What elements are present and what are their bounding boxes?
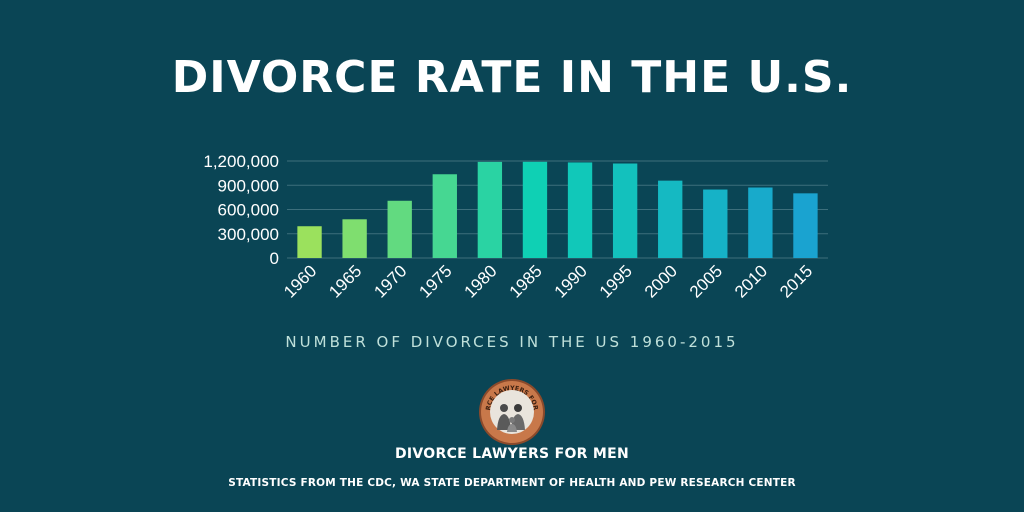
x-tick-label: 2010 [731,261,771,301]
x-tick-label: 2000 [641,261,681,301]
firm-seal-logo: DIVORCE LAWYERS FOR MEN [478,378,545,445]
y-tick-label: 900,000 [218,176,279,195]
bar-2005 [703,189,728,258]
bar-2000 [658,180,683,258]
x-tick-label: 1960 [280,261,320,301]
x-tick-label: 1975 [415,261,455,301]
x-tick-label: 1965 [325,261,365,301]
bar-2010 [748,187,773,258]
x-tick-label: 2015 [776,261,816,301]
x-tick-label: 1970 [370,261,410,301]
bar-2015 [793,193,818,258]
x-tick-label: 1995 [596,261,636,301]
bar-1995 [612,163,638,258]
bar-1970 [387,200,412,258]
bar-chart: 0 300,000 600,000 900,000 1,200,000 1960 1965… [203,152,828,302]
bar-1990 [567,162,593,258]
x-tick-label: 1990 [551,261,591,301]
bar-1960 [297,226,322,258]
bar-1975 [432,174,457,258]
x-tick-label: 2005 [686,261,726,301]
chart-subtitle: NUMBER OF DIVORCES IN THE US 1960-2015 [285,333,739,351]
brand-name: DIVORCE LAWYERS FOR MEN [394,446,630,462]
bar-1980 [477,161,503,258]
y-tick-label: 0 [270,249,279,268]
source-note: STATISTICS FROM THE CDC, WA STATE DEPART… [228,477,796,489]
page-title: DIVORCE RATE IN THE U.S. [171,52,853,103]
bar-1985 [522,161,548,258]
x-tick-label: 1980 [461,261,501,301]
y-tick-label: 600,000 [218,201,279,220]
x-tick-label: 1985 [506,261,546,301]
y-tick-label: 1,200,000 [203,152,279,171]
y-tick-label: 300,000 [218,225,279,244]
bar-1965 [342,219,367,258]
